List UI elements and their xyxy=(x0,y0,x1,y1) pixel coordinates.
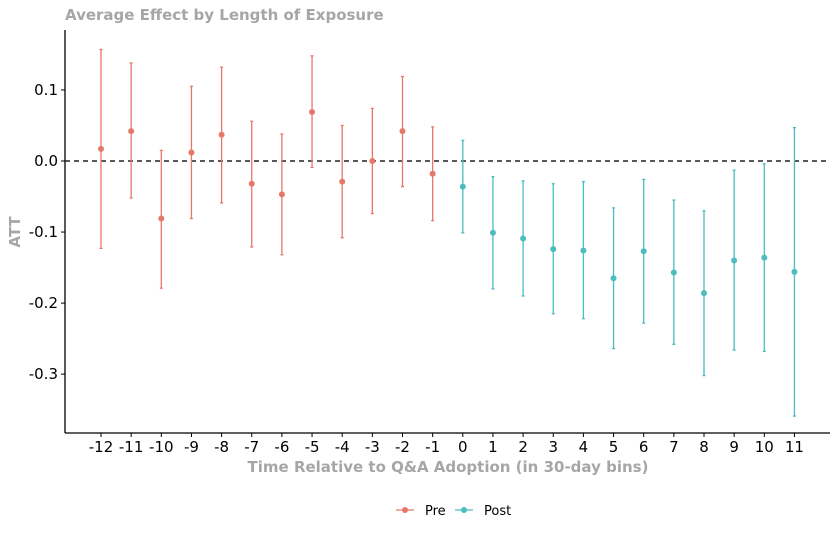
estimate-point xyxy=(640,248,647,255)
estimate-point xyxy=(369,158,376,164)
legend: Pre Post xyxy=(396,504,511,519)
x-tick-label: -1 xyxy=(425,438,440,456)
x-tick-label: 10 xyxy=(755,438,774,456)
estimate-point xyxy=(670,269,677,276)
estimate-point xyxy=(701,290,707,297)
x-tick-label: 5 xyxy=(609,438,619,456)
estimate-point xyxy=(550,246,557,253)
x-tick-label: -12 xyxy=(89,438,114,456)
x-tick-label: 6 xyxy=(639,438,649,456)
estimate-point xyxy=(339,178,346,185)
estimate-point xyxy=(309,108,316,115)
legend-key-point xyxy=(461,507,467,513)
estimate-point xyxy=(278,191,285,198)
x-tick-label: 4 xyxy=(579,438,589,456)
estimate-point xyxy=(128,128,135,135)
x-tick-label: -5 xyxy=(305,438,320,456)
estimate-point xyxy=(218,131,225,138)
legend-item-post: Post xyxy=(455,504,511,519)
x-tick-label: -9 xyxy=(184,438,199,456)
chart-title: Average Effect by Length of Exposure xyxy=(65,6,384,24)
estimate-point xyxy=(459,183,466,190)
legend-item-pre: Pre xyxy=(396,504,446,519)
estimate-point xyxy=(731,257,738,264)
estimate-point xyxy=(580,247,587,254)
estimate-point xyxy=(399,128,406,135)
estimate-point xyxy=(429,170,436,177)
estimate-point xyxy=(98,145,104,152)
series-pre xyxy=(98,48,436,289)
x-tick-label: -8 xyxy=(214,438,229,456)
x-tick-label: 11 xyxy=(785,438,804,456)
x-tick-label: -4 xyxy=(335,438,350,456)
estimate-point xyxy=(791,268,798,275)
legend-label: Pre xyxy=(425,504,446,519)
series-post xyxy=(459,126,798,417)
legend-label: Post xyxy=(484,504,511,519)
y-tick-label: -0.3 xyxy=(29,365,58,383)
x-tick-label: 7 xyxy=(669,438,679,456)
x-tick-label: 8 xyxy=(699,438,709,456)
x-tick-label: -11 xyxy=(119,438,144,456)
estimate-point xyxy=(761,254,768,261)
y-tick-label: -0.1 xyxy=(29,223,58,241)
y-tick-label: 0.0 xyxy=(34,152,58,170)
y-axis-title: ATT xyxy=(6,216,24,248)
estimate-point xyxy=(188,149,195,156)
plot-area: 0.10.0-0.1-0.2-0.3-12 -11 -10 -9 -8 -7 -6 -5 -4-… xyxy=(29,30,830,456)
x-tick-label: 0 xyxy=(458,438,468,456)
estimate-point xyxy=(610,275,617,282)
x-tick-label: -2 xyxy=(395,438,410,456)
y-tick-label: -0.2 xyxy=(29,294,58,312)
estimate-point xyxy=(520,235,527,242)
x-tick-label: 9 xyxy=(729,438,739,456)
legend-key-point xyxy=(402,507,408,513)
x-axis-title: Time Relative to Q&A Adoption (in 30-day… xyxy=(248,458,649,476)
x-tick-label: -3 xyxy=(365,438,380,456)
x-tick-label: -7 xyxy=(244,438,259,456)
x-tick-label: 3 xyxy=(548,438,558,456)
x-tick-label: -6 xyxy=(274,438,289,456)
estimate-point xyxy=(248,180,255,187)
estimate-point xyxy=(489,229,496,236)
x-tick-label: 2 xyxy=(518,438,528,456)
x-tick-label: 1 xyxy=(488,438,498,456)
estimate-point xyxy=(158,215,165,222)
y-tick-label: 0.1 xyxy=(34,81,58,99)
x-tick-label: -10 xyxy=(149,438,174,456)
